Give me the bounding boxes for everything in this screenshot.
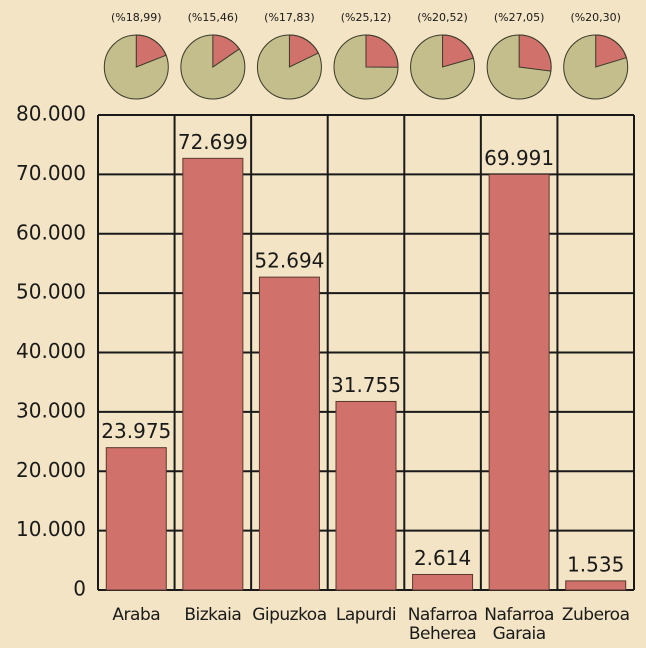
y-tick-label: 80.000 (16, 102, 86, 126)
x-tick-label: Araba (112, 605, 161, 625)
pie-slice (518, 34, 552, 72)
pie-label: (%20,52) (417, 11, 468, 24)
pie-label: (%17,83) (264, 11, 315, 24)
pie-slice (595, 34, 627, 68)
value-label: 23.975 (101, 419, 171, 443)
pie-slice (442, 34, 474, 68)
pie-slice (212, 34, 240, 68)
bar (412, 573, 474, 591)
x-tick-label: Zuberoa (561, 605, 630, 625)
y-tick-label: 50.000 (16, 280, 86, 304)
pie-label: (%15,46) (188, 11, 239, 24)
pie-slice (288, 34, 319, 68)
bar (182, 157, 244, 591)
y-tick-label: 10.000 (16, 517, 86, 541)
pie-label: (%25,12) (341, 11, 392, 24)
x-tick-label: Lapurdi (335, 605, 397, 625)
x-tick-label: Nafarroa Beherea (407, 605, 478, 644)
pie-slice (135, 34, 167, 68)
bar (105, 447, 167, 591)
bar (565, 580, 627, 591)
y-tick-label: 60.000 (16, 220, 86, 244)
y-tick-label: 70.000 (16, 161, 86, 185)
pie-label: (%18,99) (111, 11, 162, 24)
bar (488, 173, 550, 591)
value-label: 72.699 (178, 130, 248, 154)
value-label: 31.755 (331, 373, 401, 397)
value-label: 52.694 (254, 249, 324, 273)
y-tick-label: 40.000 (16, 339, 86, 363)
pie-label: (%20,30) (570, 11, 621, 24)
y-tick-label: 20.000 (16, 458, 86, 482)
x-tick-label: Gipuzkoa (252, 605, 327, 625)
x-tick-label: Nafarroa Garaia (484, 605, 554, 644)
pie-slice (365, 34, 399, 68)
value-label: 1.535 (567, 552, 624, 576)
bar (335, 400, 397, 591)
y-tick-label: 0 (73, 577, 86, 601)
bar (258, 276, 320, 591)
value-label: 2.614 (414, 546, 471, 570)
pie-label: (%27,05) (494, 11, 545, 24)
x-tick-label: Bizkaia (184, 605, 242, 625)
value-label: 69.991 (484, 146, 554, 170)
y-tick-label: 30.000 (16, 398, 86, 422)
